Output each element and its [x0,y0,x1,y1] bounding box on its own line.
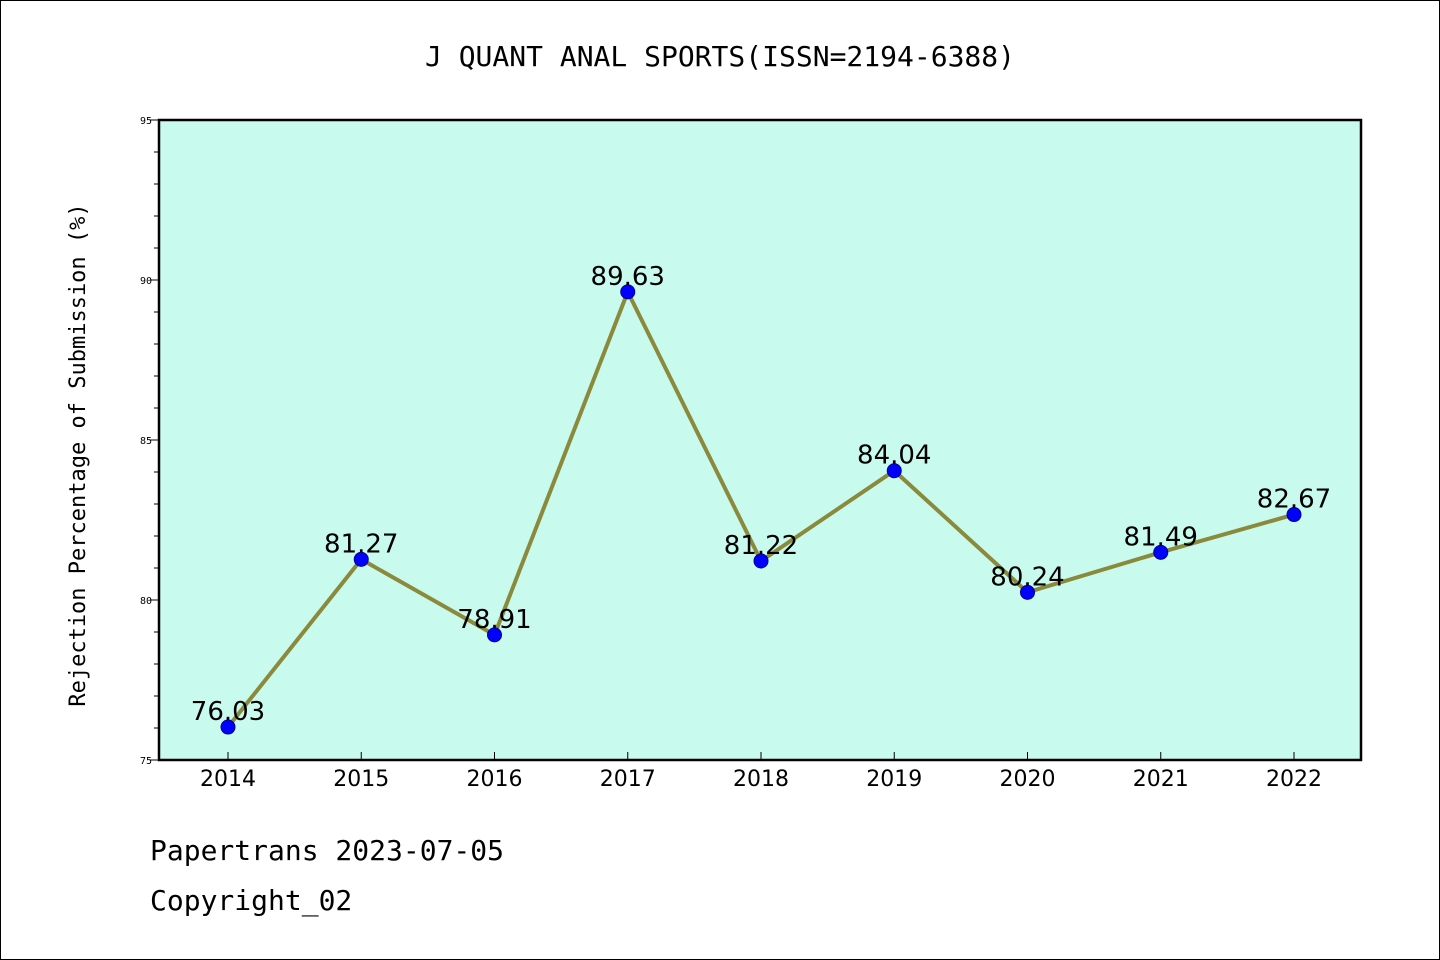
y-tick-label: 75 [140,756,152,767]
data-label: 82.67 [1257,485,1331,515]
y-tick-label: 95 [140,116,152,127]
x-tick-label: 2020 [1000,767,1056,792]
data-point [353,551,369,567]
data-label: 81.22 [724,531,798,561]
y-tick-label: 80 [140,596,152,607]
y-axis: 75 80 85 90 95 [140,116,159,767]
series-layer: 76.03 81.27 78.91 89.63 81.22 84.04 80.24 81.49… [191,262,1331,735]
x-tick-label: 2021 [1133,767,1189,792]
data-label: 78.91 [457,605,531,635]
x-tick-label: 2015 [333,767,389,792]
data-point [1153,544,1169,560]
plot-area [159,120,1361,760]
data-point [1286,507,1302,523]
y-axis-label: Rejection Percentage of Submission (%) [66,203,91,706]
data-point [620,284,636,300]
x-tick-label: 2017 [600,767,656,792]
data-point [886,463,902,479]
data-label: 89.63 [591,262,665,292]
data-label: 76.03 [191,697,265,727]
data-label: 80.24 [990,562,1064,592]
x-tick-label: 2022 [1266,767,1322,792]
data-point [1020,584,1035,600]
data-point [753,553,769,569]
footer-copyright: Copyright_02 [150,884,353,917]
data-label: 84.04 [857,441,931,471]
y-tick-label: 90 [140,276,152,287]
plot-border [157,118,1363,762]
data-point [220,719,236,735]
x-tick-label: 2019 [866,767,922,792]
data-label: 81.49 [1124,522,1198,552]
data-point [487,627,502,643]
footer-date: Papertrans 2023-07-05 [150,834,505,867]
x-axis: 2014 2015 2016 2017 2018 2019 2020 2021 2022 [200,752,1322,792]
x-tick-label: 2016 [467,767,523,792]
x-tick-label: 2014 [200,767,256,792]
chart-title: J QUANT ANAL SPORTS(ISSN=2194-6388) [425,40,1015,73]
y-tick-label: 85 [140,436,152,447]
x-tick-label: 2018 [733,767,789,792]
data-label: 81.27 [324,529,398,559]
